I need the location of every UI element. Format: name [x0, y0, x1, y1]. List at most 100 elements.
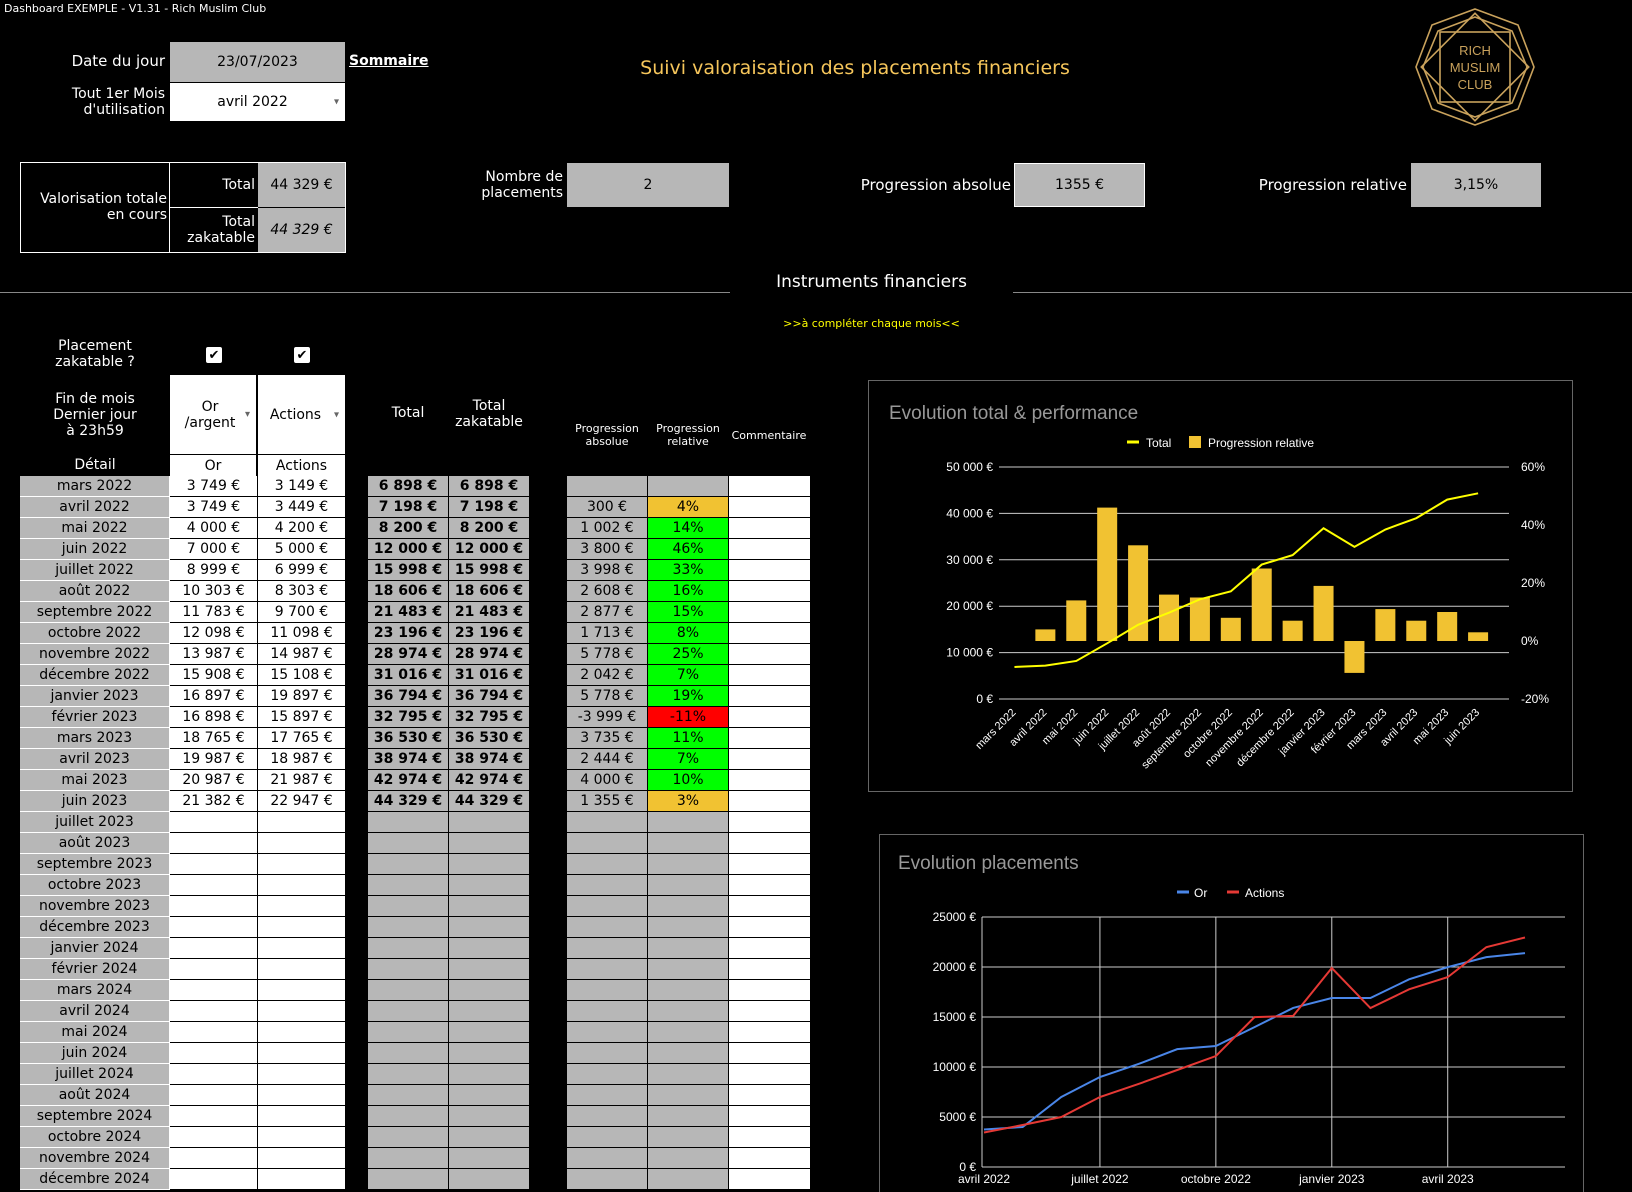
comment-cell[interactable] — [729, 980, 810, 1001]
or-cell[interactable]: 16 897 € — [170, 686, 258, 707]
or-cell[interactable]: 3 749 € — [170, 476, 258, 497]
or-cell[interactable] — [170, 1127, 258, 1148]
or-cell[interactable] — [170, 1148, 258, 1169]
or-cell[interactable]: 16 898 € — [170, 707, 258, 728]
or-cell[interactable]: 3 749 € — [170, 497, 258, 518]
or-cell[interactable]: 10 303 € — [170, 581, 258, 602]
actions-cell[interactable] — [258, 1127, 346, 1148]
comment-cell[interactable] — [729, 581, 810, 602]
actions-cell[interactable] — [258, 917, 346, 938]
actions-cell[interactable]: 6 999 € — [258, 560, 346, 581]
or-cell[interactable]: 21 382 € — [170, 791, 258, 812]
actions-cell[interactable] — [258, 959, 346, 980]
comment-cell[interactable] — [729, 1106, 810, 1127]
actions-cell[interactable] — [258, 896, 346, 917]
comment-cell[interactable] — [729, 476, 810, 497]
zakatable-checkbox-actions[interactable]: ✔ — [294, 347, 310, 363]
or-cell[interactable] — [170, 959, 258, 980]
comment-cell[interactable] — [729, 917, 810, 938]
actions-cell[interactable] — [258, 854, 346, 875]
actions-cell[interactable] — [258, 1064, 346, 1085]
comment-cell[interactable] — [729, 602, 810, 623]
col-or-select[interactable]: Or /argent — [170, 375, 257, 454]
comment-cell[interactable] — [729, 812, 810, 833]
or-cell[interactable] — [170, 1022, 258, 1043]
actions-cell[interactable]: 11 098 € — [258, 623, 346, 644]
actions-cell[interactable] — [258, 1022, 346, 1043]
actions-cell[interactable] — [258, 980, 346, 1001]
comment-cell[interactable] — [729, 1169, 810, 1190]
or-cell[interactable]: 7 000 € — [170, 539, 258, 560]
or-cell[interactable]: 19 987 € — [170, 749, 258, 770]
comment-cell[interactable] — [729, 791, 810, 812]
or-cell[interactable] — [170, 1106, 258, 1127]
actions-cell[interactable]: 21 987 € — [258, 770, 346, 791]
comment-cell[interactable] — [729, 1043, 810, 1064]
comment-cell[interactable] — [729, 1085, 810, 1106]
actions-cell[interactable]: 9 700 € — [258, 602, 346, 623]
or-cell[interactable]: 11 783 € — [170, 602, 258, 623]
or-cell[interactable] — [170, 1043, 258, 1064]
zakatable-checkbox-or[interactable]: ✔ — [206, 347, 222, 363]
or-cell[interactable] — [170, 833, 258, 854]
or-cell[interactable] — [170, 980, 258, 1001]
actions-cell[interactable] — [258, 1043, 346, 1064]
comment-cell[interactable] — [729, 1064, 810, 1085]
comment-cell[interactable] — [729, 728, 810, 749]
or-cell[interactable] — [170, 938, 258, 959]
comment-cell[interactable] — [729, 749, 810, 770]
actions-cell[interactable]: 4 200 € — [258, 518, 346, 539]
comment-cell[interactable] — [729, 518, 810, 539]
comment-cell[interactable] — [729, 854, 810, 875]
or-cell[interactable] — [170, 1064, 258, 1085]
or-cell[interactable] — [170, 896, 258, 917]
actions-cell[interactable] — [258, 1148, 346, 1169]
sommaire-link[interactable]: Sommaire — [349, 53, 429, 69]
actions-cell[interactable] — [258, 833, 346, 854]
actions-cell[interactable] — [258, 1106, 346, 1127]
actions-cell[interactable]: 3 449 € — [258, 497, 346, 518]
comment-cell[interactable] — [729, 686, 810, 707]
or-cell[interactable]: 4 000 € — [170, 518, 258, 539]
comment-cell[interactable] — [729, 770, 810, 791]
comment-cell[interactable] — [729, 1148, 810, 1169]
comment-cell[interactable] — [729, 623, 810, 644]
or-cell[interactable]: 12 098 € — [170, 623, 258, 644]
or-cell[interactable] — [170, 1085, 258, 1106]
comment-cell[interactable] — [729, 896, 810, 917]
or-cell[interactable]: 18 765 € — [170, 728, 258, 749]
or-cell[interactable]: 15 908 € — [170, 665, 258, 686]
actions-cell[interactable]: 3 149 € — [258, 476, 346, 497]
or-cell[interactable]: 8 999 € — [170, 560, 258, 581]
actions-cell[interactable] — [258, 1085, 346, 1106]
or-cell[interactable]: 13 987 € — [170, 644, 258, 665]
or-cell[interactable] — [170, 875, 258, 896]
actions-cell[interactable]: 8 303 € — [258, 581, 346, 602]
actions-cell[interactable] — [258, 938, 346, 959]
comment-cell[interactable] — [729, 833, 810, 854]
comment-cell[interactable] — [729, 875, 810, 896]
actions-cell[interactable]: 14 987 € — [258, 644, 346, 665]
or-cell[interactable]: 20 987 € — [170, 770, 258, 791]
comment-cell[interactable] — [729, 560, 810, 581]
or-cell[interactable] — [170, 1001, 258, 1022]
comment-cell[interactable] — [729, 539, 810, 560]
actions-cell[interactable]: 18 987 € — [258, 749, 346, 770]
actions-cell[interactable] — [258, 1001, 346, 1022]
col-actions-select[interactable]: Actions — [258, 375, 345, 454]
or-cell[interactable] — [170, 812, 258, 833]
actions-cell[interactable] — [258, 1169, 346, 1190]
comment-cell[interactable] — [729, 707, 810, 728]
comment-cell[interactable] — [729, 497, 810, 518]
first-month-select[interactable]: avril 2022 — [170, 83, 345, 121]
comment-cell[interactable] — [729, 644, 810, 665]
actions-cell[interactable] — [258, 812, 346, 833]
comment-cell[interactable] — [729, 1001, 810, 1022]
actions-cell[interactable]: 17 765 € — [258, 728, 346, 749]
comment-cell[interactable] — [729, 959, 810, 980]
actions-cell[interactable]: 19 897 € — [258, 686, 346, 707]
actions-cell[interactable]: 15 108 € — [258, 665, 346, 686]
comment-cell[interactable] — [729, 665, 810, 686]
or-cell[interactable] — [170, 917, 258, 938]
comment-cell[interactable] — [729, 1022, 810, 1043]
